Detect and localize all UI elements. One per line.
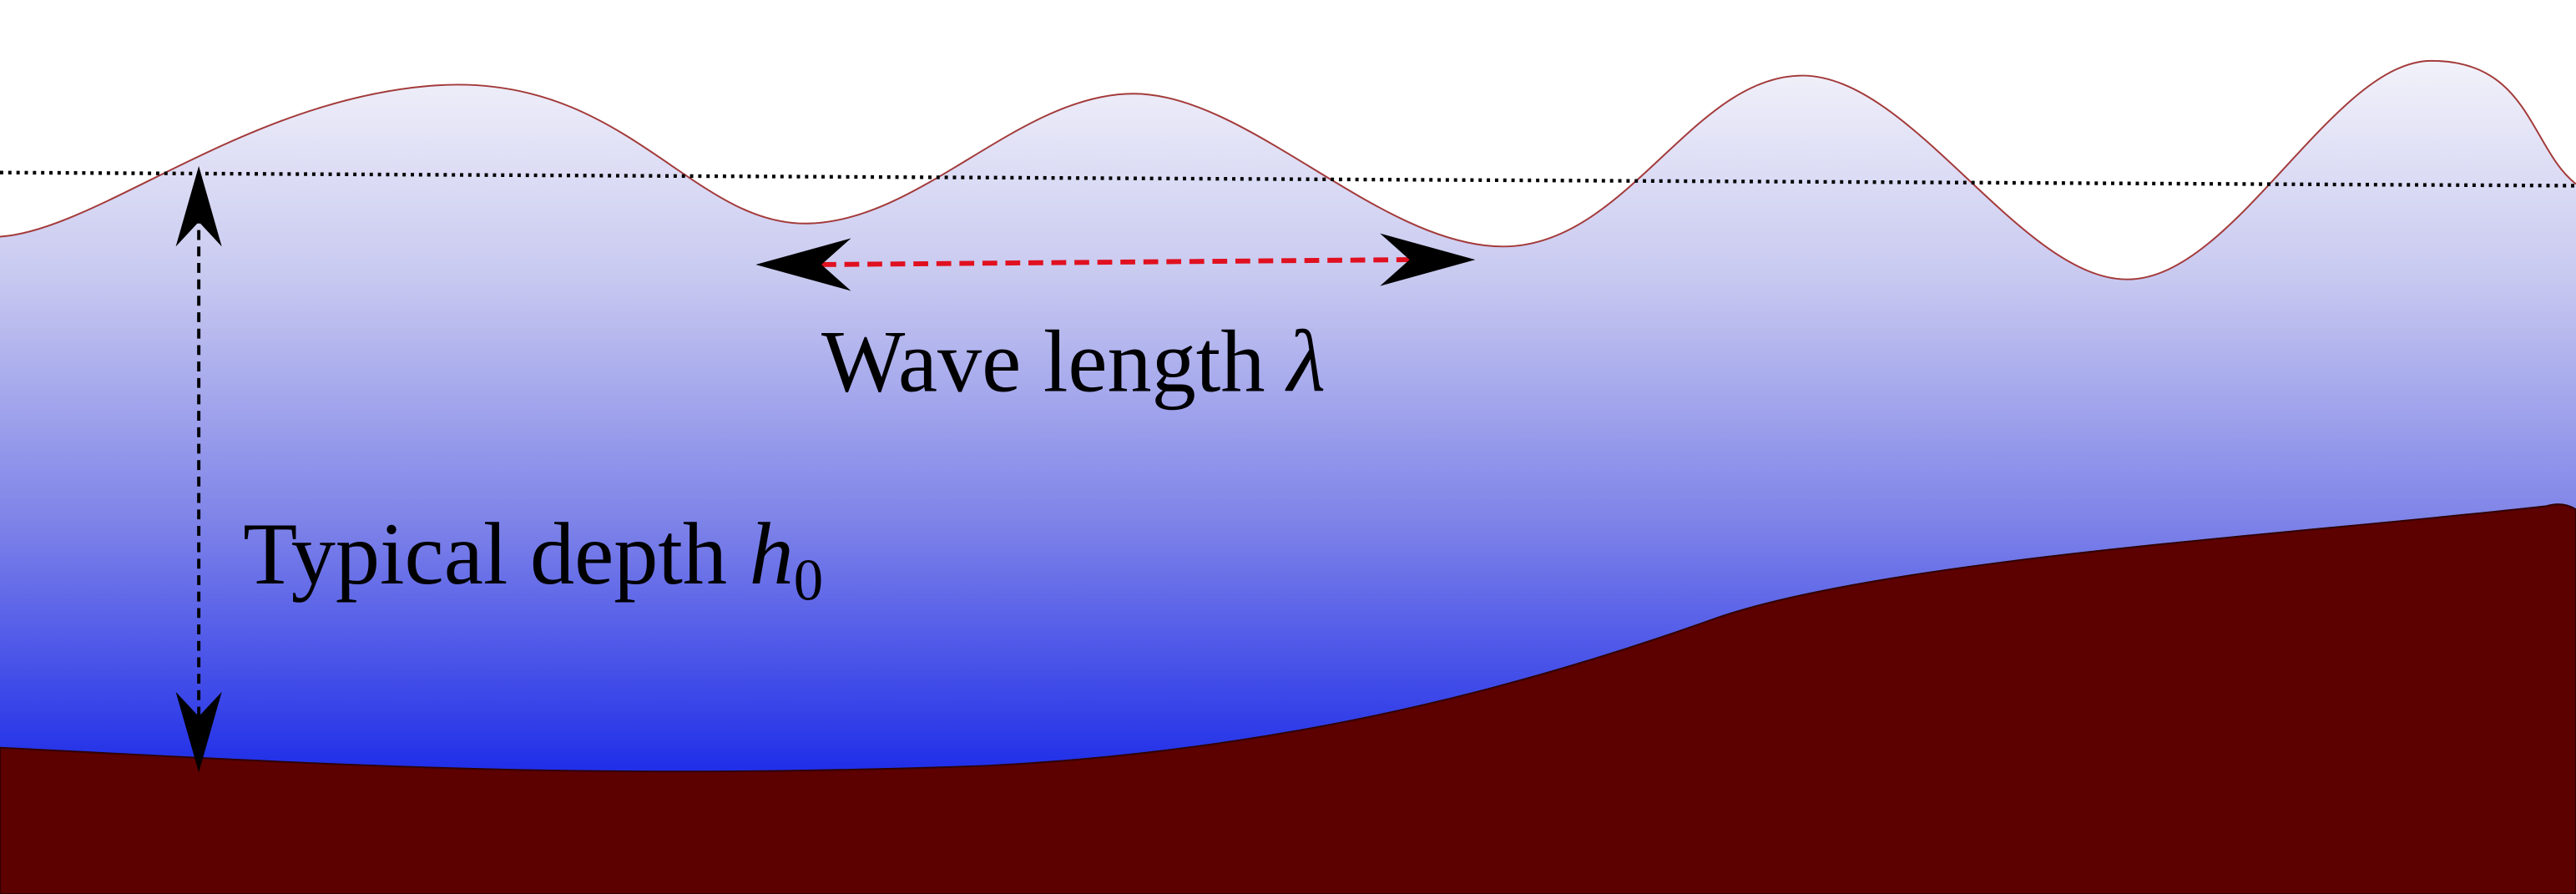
mean-level-line xyxy=(0,170,2576,188)
depth-symbol: h xyxy=(750,504,794,603)
wavelength-text: Wave length xyxy=(821,312,1265,411)
wavelength-arrowhead-right xyxy=(1380,233,1476,286)
wavelength-symbol: λ xyxy=(1285,312,1326,411)
depth-label: Typical depth h0 xyxy=(243,504,823,614)
wave-surface xyxy=(0,59,2576,280)
wavelength-label: Wave length λ xyxy=(821,312,1326,411)
wavelength-arrow-shaft xyxy=(821,257,1410,267)
seabed xyxy=(0,503,2576,894)
depth-arrowhead-bottom xyxy=(175,691,222,773)
depth-arrowhead-top xyxy=(175,165,222,247)
depth-subscript: 0 xyxy=(794,548,823,614)
wavelength-arrowhead-left xyxy=(755,238,851,291)
depth-text: Typical depth xyxy=(243,504,727,603)
